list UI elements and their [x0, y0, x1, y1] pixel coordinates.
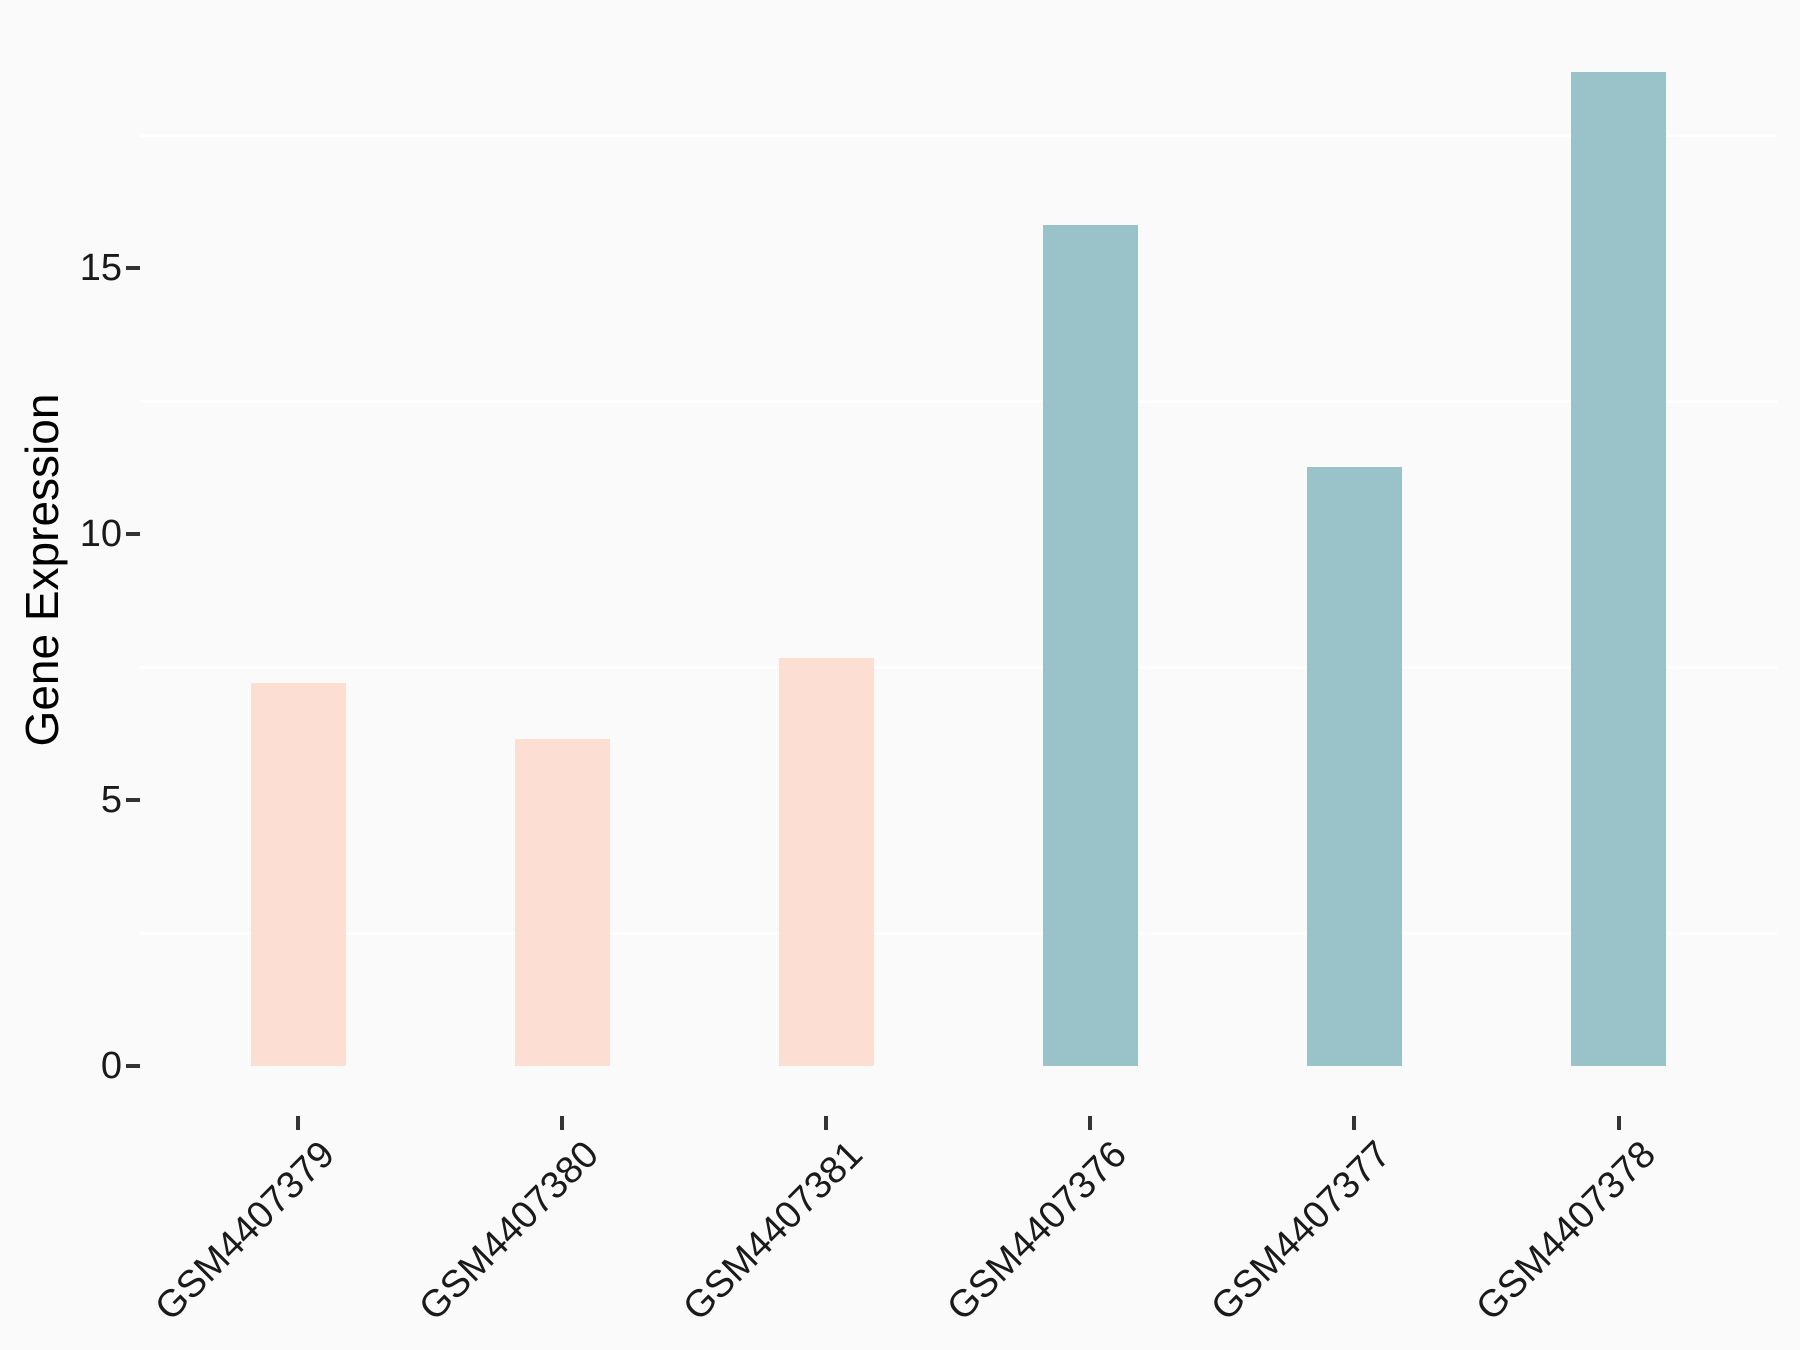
- x-axis-tick-label: GSM4407377: [1203, 1133, 1400, 1329]
- y-axis-tick: [125, 1064, 140, 1068]
- x-axis-tick-label: GSM4407378: [1467, 1133, 1664, 1329]
- y-axis-tick: [125, 532, 140, 536]
- y-axis-tick-label: 5: [100, 779, 122, 821]
- y-axis-tick: [125, 798, 140, 802]
- minor-gridline: [139, 399, 1777, 403]
- bar-GSM4407381: [778, 657, 874, 1066]
- y-axis-tick: [125, 266, 140, 270]
- y-axis-title: Gene Expression: [16, 393, 68, 747]
- x-axis-tick: [824, 1116, 829, 1130]
- y-axis-tick-label: 15: [79, 247, 122, 289]
- x-axis-tick: [1616, 1116, 1621, 1130]
- x-axis-tick: [1088, 1116, 1093, 1130]
- x-axis-tick: [560, 1116, 565, 1130]
- x-axis-tick: [1352, 1116, 1357, 1130]
- bar-GSM4407377: [1306, 466, 1402, 1066]
- x-axis-tick-label: GSM4407381: [675, 1133, 872, 1329]
- minor-gridline: [139, 931, 1777, 935]
- minor-gridline: [139, 133, 1777, 137]
- x-axis-tick-label: GSM4407376: [939, 1133, 1136, 1329]
- x-axis-tick-label: GSM4407379: [147, 1133, 343, 1329]
- y-axis-tick-label: 0: [100, 1045, 122, 1087]
- bar-GSM4407378: [1571, 72, 1666, 1066]
- bar-GSM4407379: [250, 682, 346, 1066]
- bar-GSM4407376: [1042, 224, 1138, 1066]
- x-axis-tick: [296, 1116, 300, 1130]
- minor-gridline: [139, 665, 1777, 669]
- bar-GSM4407380: [514, 738, 610, 1066]
- y-axis-tick-label: 10: [79, 513, 122, 555]
- x-axis-tick-label: GSM4407380: [411, 1133, 608, 1329]
